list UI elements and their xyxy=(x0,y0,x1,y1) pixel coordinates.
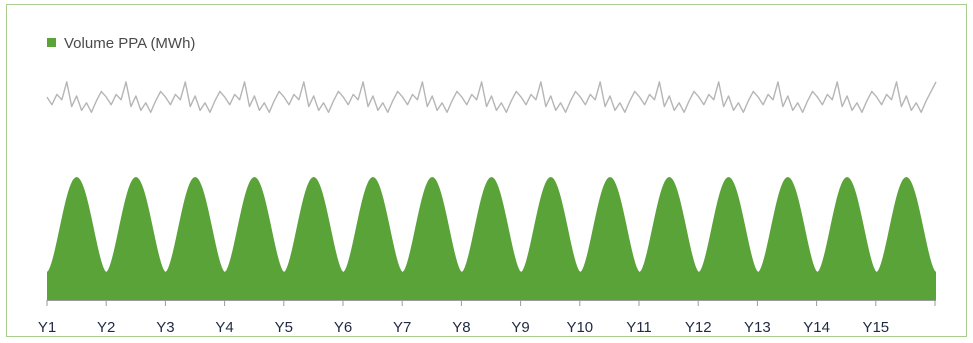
x-tick-label: Y7 xyxy=(393,319,411,336)
x-tick-label: Y9 xyxy=(511,319,529,336)
x-tick-label: Y4 xyxy=(215,319,233,336)
x-tick-label: Y15 xyxy=(862,319,889,336)
series-area-volume xyxy=(47,177,936,300)
x-tick-label: Y5 xyxy=(275,319,293,336)
x-tick-label: Y3 xyxy=(156,319,174,336)
legend: Volume PPA (MWh) xyxy=(47,35,195,52)
x-tick-label: Y2 xyxy=(97,319,115,336)
x-tick-label: Y10 xyxy=(566,319,593,336)
legend-swatch xyxy=(47,38,56,47)
x-tick-label: Y13 xyxy=(744,319,771,336)
series-line-layer xyxy=(46,81,937,113)
series-line-gray xyxy=(46,81,937,113)
x-tick-label: Y1 xyxy=(38,319,56,336)
x-tick-label: Y14 xyxy=(803,319,830,336)
x-axis: Y1 Y2 Y3 Y4 Y5 Y6 Y7 Y8 Y9 Y10 Y11 Y12 Y13 Y14 Y15 xyxy=(38,300,936,336)
legend-label: Volume PPA (MWh) xyxy=(64,35,195,52)
x-tick-label: Y6 xyxy=(334,319,352,336)
x-tick-label: Y8 xyxy=(452,319,470,336)
x-tick-label: Y12 xyxy=(685,319,712,336)
x-tick-label: Y11 xyxy=(626,319,652,336)
series-area-layer xyxy=(47,177,936,300)
